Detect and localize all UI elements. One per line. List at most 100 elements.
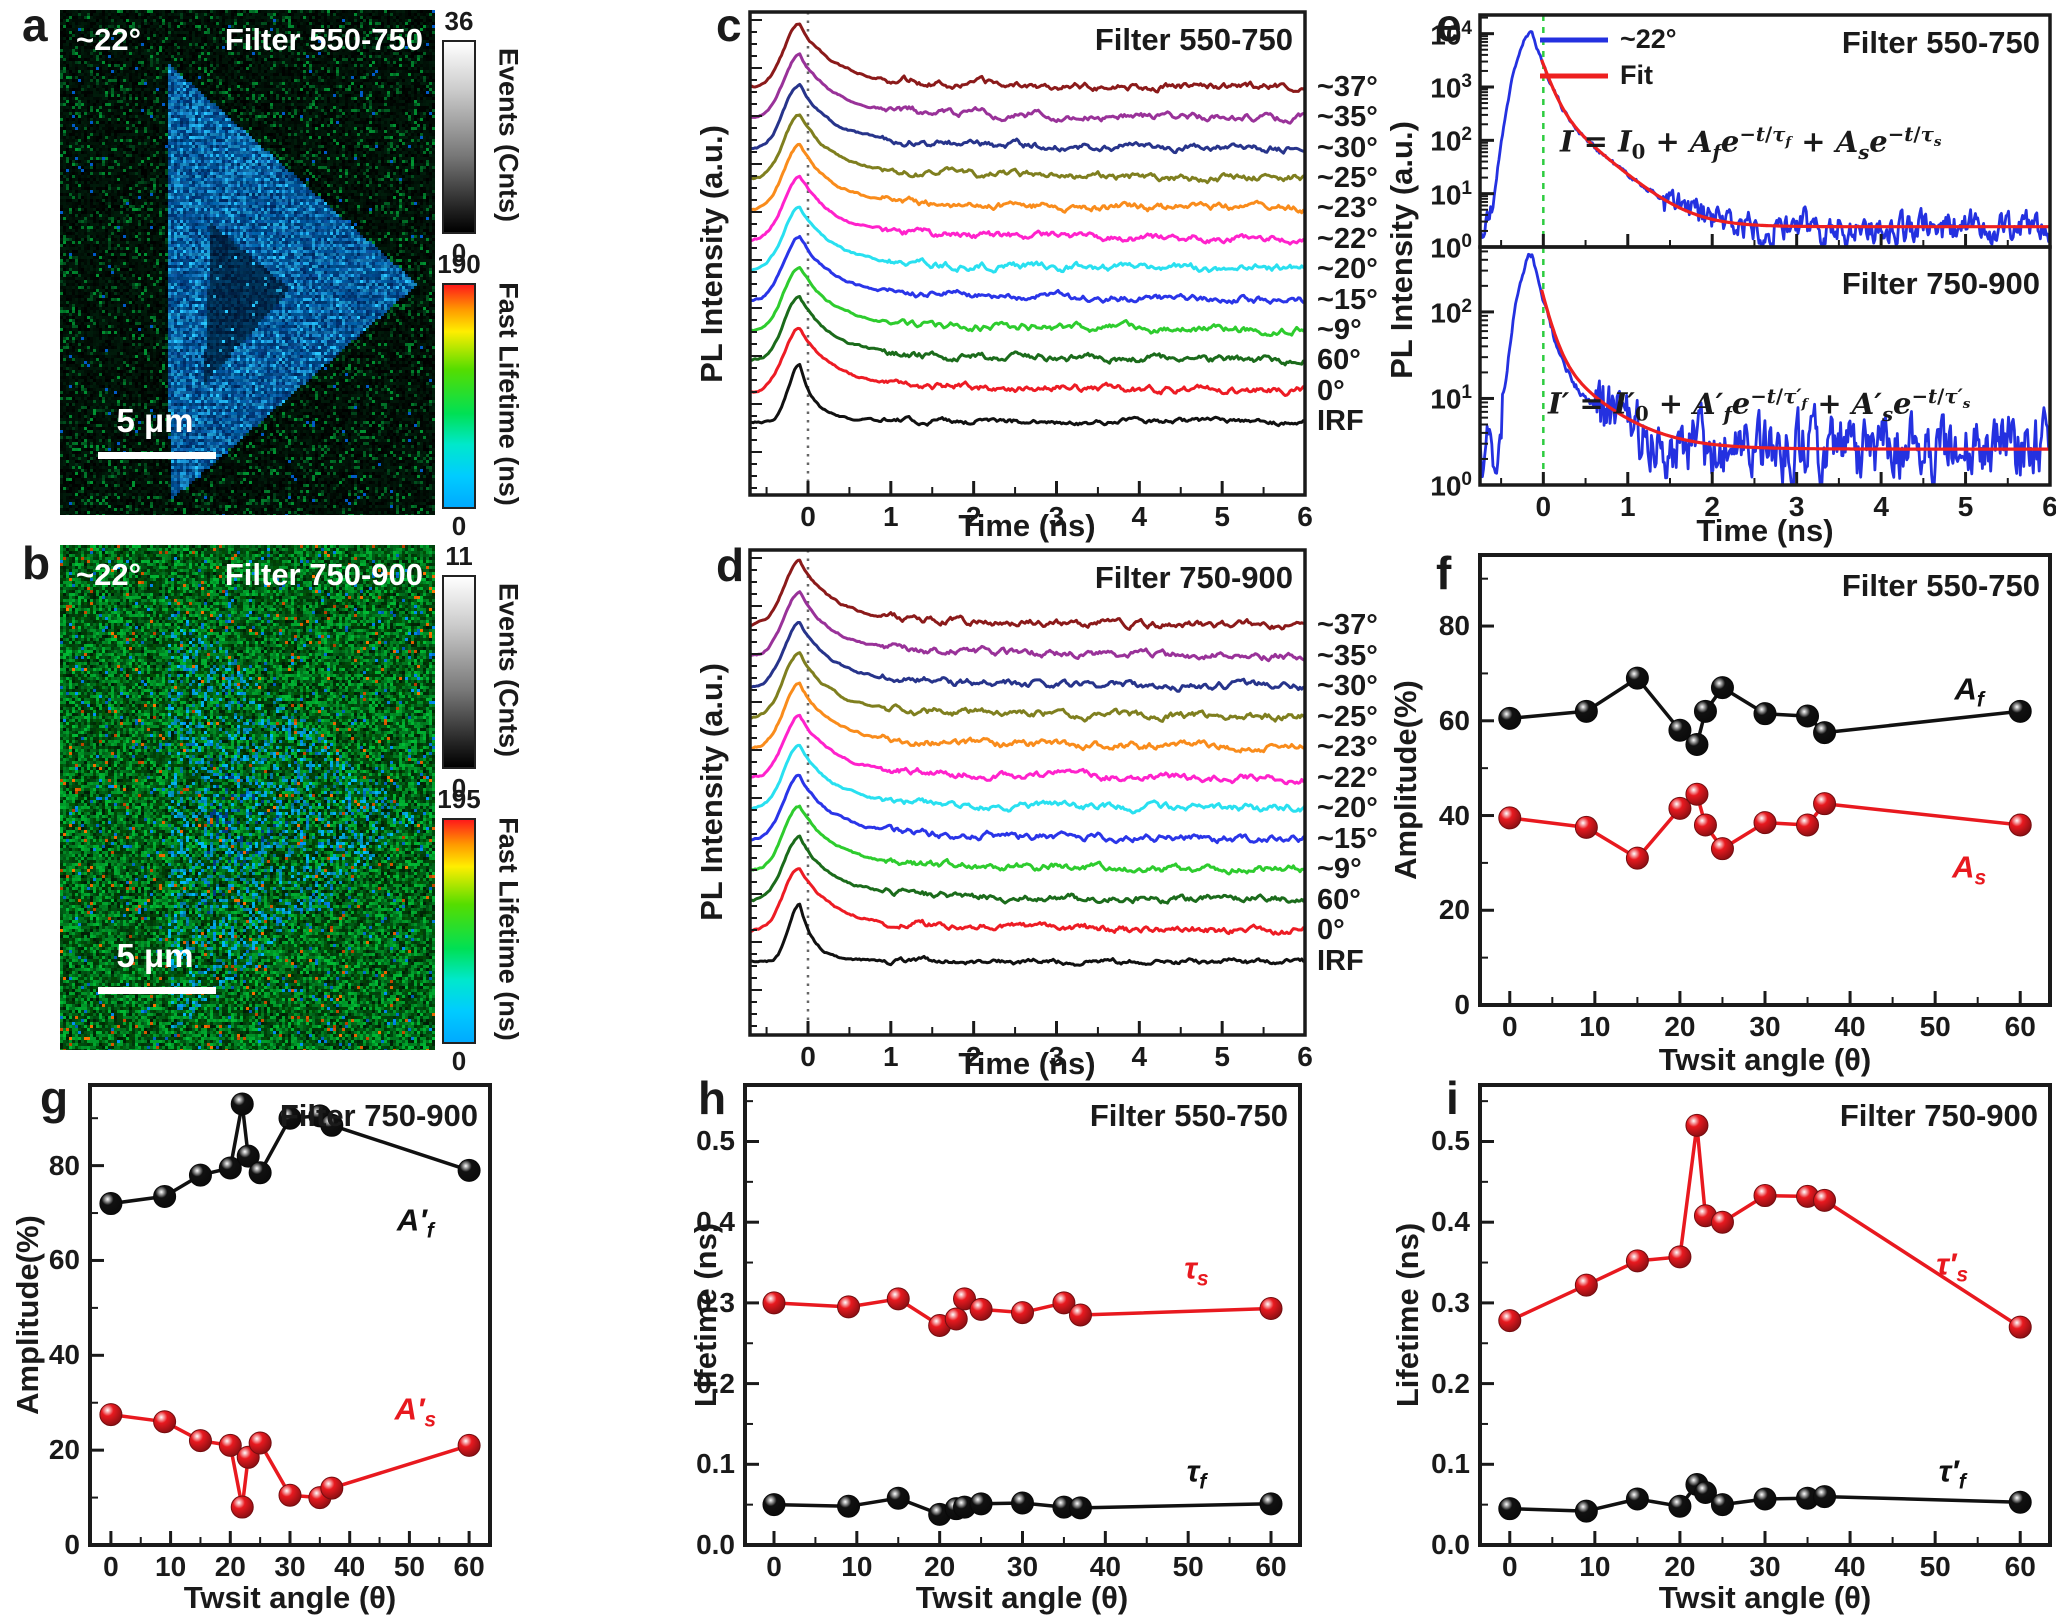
- panel-f-letter: f: [1436, 547, 1452, 599]
- panel-c-curve-label: ~20°: [1317, 253, 1378, 286]
- panel-c-curve-label: ~37°: [1317, 71, 1378, 103]
- panel-e-ytick: 100: [1430, 469, 1472, 502]
- panel-h-xlabel: Twsit angle (θ): [915, 1580, 1129, 1615]
- panel-i-series-label: τ′f: [1938, 1453, 1966, 1494]
- panel-b-scalebar-label: 5 μm: [116, 937, 194, 974]
- panel-f-xtick: 10: [1579, 1011, 1611, 1042]
- panel-c-xtick: 3: [1048, 501, 1065, 532]
- panel-g-ytick: 80: [48, 1149, 80, 1181]
- panel-g-xtick: 30: [274, 1551, 306, 1582]
- panel-d-curve-label: ~20°: [1317, 792, 1378, 825]
- panel-b-lifetime-colorbar-label: Fast Lifetime (ns): [493, 817, 524, 1041]
- panel-c-xtick: 1: [883, 501, 899, 532]
- panel-e-xtick: 0: [1535, 491, 1552, 522]
- panel-f-xtick: 20: [1664, 1011, 1696, 1042]
- panel-i-ylabel: Lifetime (ns): [1390, 1222, 1425, 1408]
- panel-f-xtick: 50: [1919, 1011, 1951, 1042]
- panel-e-bottom-equation: I′ = I′0 + A′fe−t/τ′f + A′se−t/τ′s: [1548, 384, 1971, 426]
- panel-g-title: Filter 750-900: [279, 1098, 478, 1133]
- panel-i-xtick: 40: [1834, 1551, 1866, 1582]
- panel-i-xtick: 20: [1664, 1551, 1696, 1582]
- panel-i-series-label: τ′s: [1936, 1245, 1969, 1287]
- panel-d-letter: d: [716, 539, 745, 591]
- panel-d-curve-label: IRF: [1317, 945, 1364, 977]
- panel-f-title: Filter 550-750: [1841, 568, 2040, 603]
- panel-d-curve-label: ~25°: [1317, 700, 1378, 733]
- panel-d-ylabel: PL Intensity (a.u.): [694, 663, 729, 921]
- panel-h-ylabel: Lifetime (ns): [688, 1222, 723, 1408]
- panel-b-angle-label: ~22°: [76, 557, 141, 592]
- panel-f-ytick: 0: [1454, 989, 1470, 1020]
- panel-d-plot: [748, 548, 1307, 1037]
- panel-a-events-colorbar-label: Events (Cnts): [493, 47, 524, 223]
- panel-h-title: Filter 550-750: [1089, 1098, 1288, 1133]
- panel-h-series-label: τf: [1186, 1453, 1207, 1494]
- panel-e-xtick: 3: [1788, 491, 1805, 522]
- panel-b-events-max: 11: [445, 541, 473, 571]
- panel-i-ytick: 0.2: [1431, 1367, 1470, 1399]
- panel-i-xtick: 60: [2004, 1551, 2036, 1582]
- panel-d-xtick: 5: [1214, 1041, 1230, 1072]
- panel-g-xtick: 60: [453, 1551, 485, 1582]
- panel-c-curve-label: ~9°: [1317, 313, 1362, 346]
- panel-e-xtick: 2: [1704, 491, 1720, 522]
- panel-f-chart: Af As 0 10 20 30 40 50 60 0 20 40 60 80: [1380, 540, 2056, 1065]
- panel-h-ytick: 0.2: [696, 1367, 735, 1399]
- panel-e-ytick: 101: [1430, 382, 1472, 415]
- panel-b-events-colorbar-label: Events (Cnts): [493, 582, 524, 758]
- panel-g-xlabel: Twsit angle (θ): [183, 1580, 397, 1615]
- panel-c-xtick: 2: [965, 501, 982, 532]
- panel-c-chart: ~37° ~35° ~30° ~25° ~23° ~22° ~20° ~15° ~9° 60° 0°…: [690, 0, 1390, 540]
- panel-h-ytick: 0.4: [696, 1206, 735, 1238]
- panel-h-xtick: 40: [1089, 1551, 1121, 1582]
- panel-c-ylabel: PL Intensity (a.u.): [694, 125, 729, 383]
- panel-f-series-label: Af: [1954, 671, 1984, 712]
- panel-e-xtick: 6: [2042, 491, 2056, 522]
- panel-d-curve-label: 60°: [1317, 883, 1361, 916]
- panel-e-top-title: Filter 550-750: [1841, 25, 2040, 60]
- panel-e-legend-label: ~22°: [1620, 24, 1677, 54]
- panel-b-scalebar: [98, 987, 216, 994]
- panel-a-filter-label: Filter 550-750: [224, 22, 423, 57]
- panel-a-lifetime-min: 0: [451, 511, 467, 541]
- panel-g-xtick: 50: [393, 1551, 425, 1582]
- panel-i-ytick: 0.3: [1431, 1286, 1470, 1318]
- panel-h-xtick: 60: [1255, 1551, 1287, 1582]
- panel-i-ytick: 0.4: [1431, 1206, 1470, 1238]
- panel-a-lifetime-colorbar-label: Fast Lifetime (ns): [493, 282, 524, 506]
- panel-g-xtick: 0: [103, 1551, 119, 1582]
- panel-d-curve-label: 0°: [1317, 914, 1345, 947]
- panel-d-curve-label: ~30°: [1317, 670, 1378, 703]
- panel-f-ytick: 20: [1438, 894, 1470, 926]
- panel-h-xtick: 30: [1006, 1551, 1039, 1582]
- panel-a-scalebar: [98, 452, 216, 459]
- panel-g-ylabel: Amplitude(%): [10, 1215, 45, 1415]
- panel-d-xtick: 4: [1131, 1041, 1148, 1072]
- panel-f-ylabel: Amplitude(%): [1388, 680, 1423, 880]
- panel-c-xtick: 5: [1214, 501, 1230, 532]
- panel-d-title: Filter 750-900: [1094, 560, 1293, 595]
- panel-e-ytick: 101: [1430, 177, 1472, 210]
- panel-c-curve-label: ~30°: [1317, 131, 1378, 164]
- panel-h-xtick: 10: [841, 1551, 873, 1582]
- panel-g-letter: g: [40, 1072, 69, 1124]
- panel-c-curve-label: ~22°: [1317, 222, 1378, 255]
- panel-g-xtick: 40: [334, 1551, 366, 1582]
- panel-e-plot: [1478, 13, 2052, 487]
- panel-c-xtick: 0: [800, 501, 816, 532]
- panel-e-xtick: 5: [1957, 491, 1974, 522]
- panel-d-xtick: 1: [883, 1041, 899, 1072]
- panel-a-angle-label: ~22°: [76, 22, 141, 57]
- panel-b-events-colorbar: [442, 575, 476, 769]
- panel-h-xtick: 0: [766, 1551, 782, 1582]
- panel-c-plot: [748, 10, 1307, 497]
- panel-e-bottom-title: Filter 750-900: [1841, 266, 2040, 301]
- panel-h-xtick: 50: [1172, 1551, 1204, 1582]
- panel-e-xtick: 4: [1873, 491, 1889, 522]
- panel-f-xtick: 30: [1749, 1011, 1781, 1042]
- panel-d-curve-label: ~35°: [1317, 639, 1378, 672]
- panel-g-xtick: 10: [155, 1551, 187, 1582]
- panel-f-ytick: 40: [1438, 799, 1470, 831]
- panel-c-curve-label: ~25°: [1317, 162, 1378, 195]
- panel-c-curve-label: ~15°: [1317, 283, 1378, 316]
